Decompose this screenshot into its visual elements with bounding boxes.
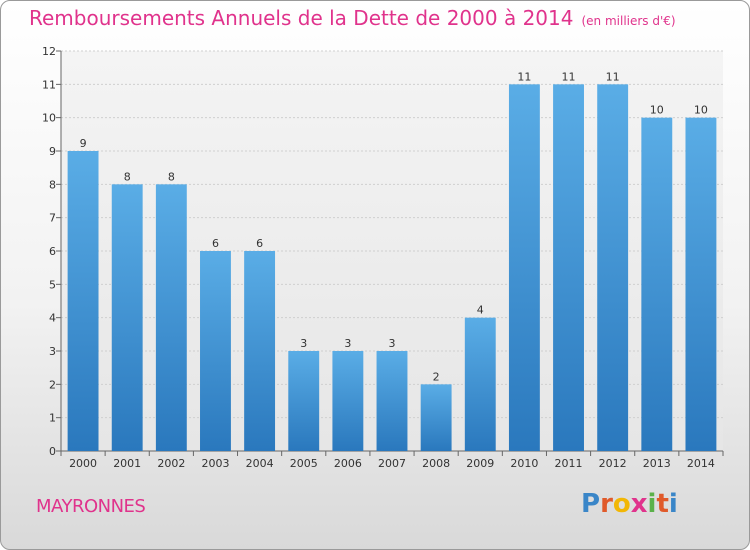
proxiti-logo: Proxiti (581, 489, 678, 519)
y-tick-label: 4 (49, 312, 56, 325)
bar (111, 184, 143, 452)
x-tick-label: 2001 (113, 457, 141, 470)
y-tick-label: 7 (49, 212, 56, 225)
x-tick-label: 2014 (687, 457, 715, 470)
bar-value-label: 10 (650, 104, 664, 117)
bar (685, 117, 717, 452)
y-tick-label: 2 (49, 378, 56, 391)
chart-title: Remboursements Annuels de la Dette de 20… (29, 6, 676, 30)
bar (155, 184, 187, 452)
logo-letter: x (630, 489, 648, 519)
bar (67, 151, 99, 451)
logo-letter: t (656, 489, 669, 519)
bar (244, 251, 276, 451)
x-tick-label: 2002 (157, 457, 185, 470)
chart-title-text: Remboursements Annuels de la Dette de 20… (29, 6, 574, 30)
bar (332, 351, 364, 451)
bar (464, 317, 496, 451)
x-tick-label: 2006 (334, 457, 362, 470)
x-tick-label: 2011 (555, 457, 583, 470)
commune-name: MAYRONNES (36, 496, 146, 517)
bar (288, 351, 320, 451)
x-tick-label: 2007 (378, 457, 406, 470)
bar (420, 384, 452, 451)
bar-value-label: 8 (124, 170, 131, 183)
bar (553, 84, 584, 451)
logo-letter: P (581, 489, 601, 519)
x-tick-label: 2005 (290, 457, 318, 470)
y-tick-label: 8 (49, 178, 56, 191)
x-tick-label: 2008 (422, 457, 450, 470)
bar-value-label: 2 (433, 370, 440, 383)
y-tick-label: 10 (42, 112, 56, 125)
bar-value-label: 10 (694, 104, 708, 117)
logo-letter: o (612, 489, 631, 519)
y-tick-label: 12 (42, 45, 56, 58)
x-tick-label: 2004 (246, 457, 274, 470)
bar (376, 351, 408, 451)
x-tick-label: 2000 (69, 457, 97, 470)
y-tick-label: 3 (49, 345, 56, 358)
bar (597, 84, 629, 451)
logo-letter: r (600, 489, 613, 519)
x-tick-label: 2003 (201, 457, 229, 470)
bar-value-label: 6 (256, 237, 263, 250)
bar-value-label: 3 (389, 337, 396, 350)
y-tick-label: 0 (49, 445, 56, 458)
bar-value-label: 3 (300, 337, 307, 350)
y-tick-label: 6 (49, 245, 56, 258)
y-tick-label: 9 (49, 145, 56, 158)
bar-value-label: 8 (168, 170, 175, 183)
x-tick-label: 2013 (643, 457, 671, 470)
bar (200, 251, 231, 451)
bar-value-label: 11 (517, 70, 531, 83)
x-tick-label: 2010 (510, 457, 538, 470)
bar-value-label: 3 (344, 337, 351, 350)
bar (641, 117, 673, 452)
logo-letter: i (647, 489, 657, 519)
x-tick-label: 2009 (466, 457, 494, 470)
bar-value-label: 6 (212, 237, 219, 250)
bar-value-label: 11 (606, 70, 620, 83)
bar (508, 84, 540, 451)
bar-value-label: 11 (562, 70, 576, 83)
y-tick-label: 11 (42, 78, 56, 91)
logo-letter: i (668, 489, 678, 519)
chart-unit: (en milliers d'€) (581, 14, 676, 28)
bar-value-label: 4 (477, 304, 484, 317)
bar-value-label: 9 (80, 137, 87, 150)
y-tick-label: 1 (49, 412, 56, 425)
x-tick-label: 2012 (599, 457, 627, 470)
y-tick-label: 5 (49, 278, 56, 291)
